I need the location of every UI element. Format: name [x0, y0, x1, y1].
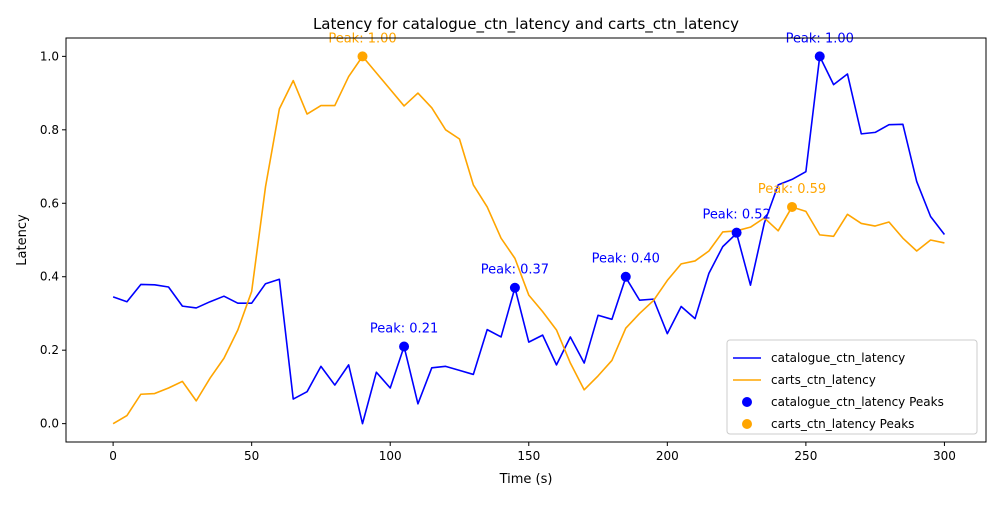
y-tick-label: 0.4: [40, 270, 59, 284]
catalogue-ctn-latency-peak-marker: [814, 51, 825, 62]
x-tick-label: 200: [656, 449, 679, 463]
catalogue-ctn-latency-peak-label: Peak: 0.52: [702, 208, 770, 223]
catalogue-ctn-latency-line: [112, 55, 946, 425]
chart-title: Latency for catalogue_ctn_latency and ca…: [313, 15, 739, 34]
plot-frame: [65, 37, 987, 443]
legend-box: [726, 339, 978, 435]
catalogue-ctn-latency-peak-label: Peak: 0.40: [592, 252, 660, 267]
catalogue-ctn-latency-peak-label: Peak: 0.21: [370, 322, 438, 337]
carts-ctn-latency-peak-label: Peak: 1.00: [328, 31, 396, 46]
x-tick-label: 0: [109, 449, 117, 463]
legend-entry-label: catalogue_ctn_latency Peaks: [771, 395, 944, 409]
legend-entry-label: carts_ctn_latency Peaks: [771, 417, 914, 431]
catalogue-ctn-latency-peak-marker: [620, 271, 631, 282]
y-tick-label: 0.2: [40, 343, 59, 357]
legend-entry-label: catalogue_ctn_latency: [771, 351, 905, 365]
y-axis-label: Latency: [15, 214, 30, 266]
x-axis-ticks: 0 50 100 150 200 250 300: [109, 442, 956, 463]
y-tick-label: 1.0: [40, 49, 59, 63]
x-tick-label: 150: [517, 449, 540, 463]
legend-entry-label: carts_ctn_latency: [771, 373, 876, 387]
x-tick-label: 250: [794, 449, 817, 463]
x-axis-label: Time (s): [499, 472, 553, 487]
catalogue-ctn-latency-peak-marker: [731, 227, 742, 238]
y-tick-label: 0.8: [40, 123, 59, 137]
catalogue-ctn-latency-peak-marker: [509, 282, 520, 293]
legend-marker-swatch: [742, 419, 752, 429]
carts-ctn-latency-peak-label: Peak: 0.59: [758, 182, 826, 197]
carts-ctn-latency-peak-marker: [787, 201, 798, 212]
plot-area: Peak: 0.21 Peak: 0.37 Peak: 0.40 Peak: 0.52…: [112, 31, 946, 425]
catalogue-ctn-latency-peak-marker: [399, 341, 410, 352]
carts-ctn-latency-peak-marker: [357, 51, 368, 62]
catalogue-ctn-latency-peak-label: Peak: 0.37: [481, 263, 549, 278]
catalogue-ctn-latency-peak-label: Peak: 1.00: [786, 31, 854, 46]
y-axis-ticks: 0.0 0.2 0.4 0.6 0.8 1.0: [40, 49, 66, 431]
legend: catalogue_ctn_latency carts_ctn_latencyca…: [726, 339, 978, 435]
x-tick-label: 100: [379, 449, 402, 463]
x-tick-label: 50: [244, 449, 259, 463]
y-tick-label: 0.6: [40, 196, 59, 210]
x-tick-label: 300: [933, 449, 956, 463]
y-tick-label: 0.0: [40, 417, 59, 431]
legend-marker-swatch: [742, 397, 752, 407]
carts-ctn-latency-line: [112, 55, 945, 425]
